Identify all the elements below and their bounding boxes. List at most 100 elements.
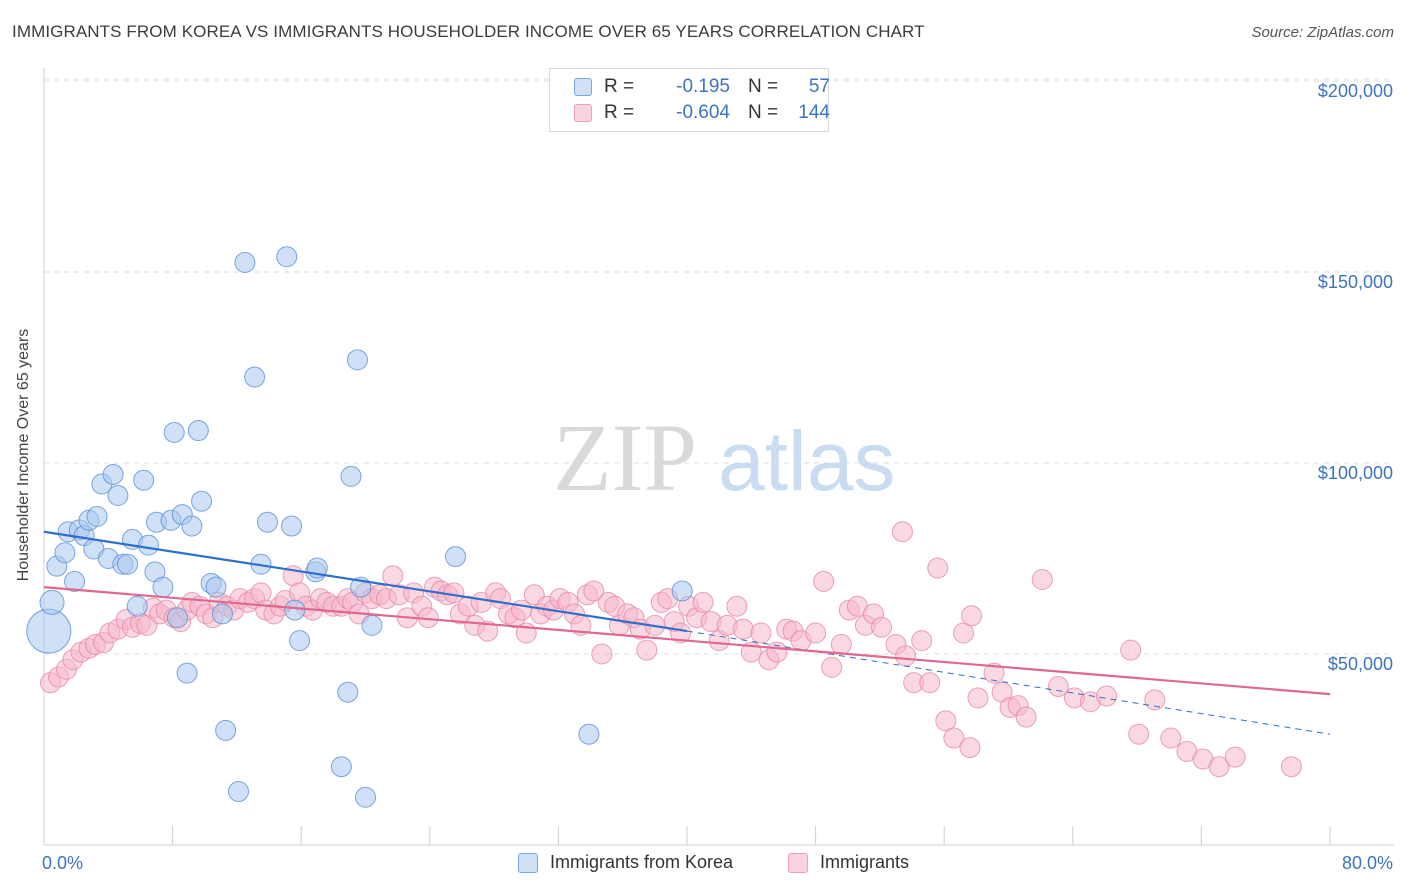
legend-row-korea: R = -0.195 N = 57 bbox=[574, 75, 830, 99]
korea-point bbox=[276, 246, 298, 268]
chart-title: IMMIGRANTS FROM KOREA VS IMMIGRANTS HOUS… bbox=[12, 22, 925, 41]
korea-point bbox=[284, 599, 306, 621]
immigrants-point bbox=[750, 622, 772, 644]
korea-point bbox=[126, 595, 148, 617]
legend-swatch-immigrants bbox=[788, 852, 808, 873]
legend-n-value: 144 bbox=[798, 102, 830, 123]
immigrants-point bbox=[1120, 639, 1142, 661]
immigrants-point bbox=[732, 618, 754, 640]
legend-n-label: N = bbox=[748, 102, 779, 123]
y-tick-label-1: $100,000 bbox=[1318, 463, 1393, 483]
immigrants-point bbox=[1224, 746, 1246, 768]
immigrants-point bbox=[1015, 706, 1037, 728]
legend-r-value: -0.604 bbox=[676, 102, 730, 123]
y-tick-label-3: $200,000 bbox=[1318, 81, 1393, 101]
y-tick-label-0: $50,000 bbox=[1328, 654, 1393, 674]
immigrants-point bbox=[1096, 685, 1118, 707]
correlation-legend: R = -0.195 N = 57 R = -0.604 N = 144 bbox=[549, 68, 830, 132]
immigrants-point bbox=[927, 557, 949, 579]
legend-item-immigrants: Immigrants bbox=[788, 852, 909, 873]
korea-point bbox=[289, 630, 311, 652]
y-tick-label-2: $150,000 bbox=[1318, 272, 1393, 292]
legend-swatch-korea bbox=[518, 852, 538, 873]
watermark-atlas: atlas bbox=[718, 414, 895, 508]
series-immigrants-from-korea bbox=[26, 246, 693, 808]
legend-label-immigrants: Immigrants bbox=[820, 852, 910, 872]
korea-point bbox=[578, 723, 600, 745]
korea-point bbox=[152, 576, 174, 598]
korea-point bbox=[181, 515, 203, 537]
legend-r-value: -0.195 bbox=[676, 76, 730, 97]
korea-point bbox=[86, 505, 108, 527]
korea-point bbox=[133, 469, 155, 491]
watermark: ZIP atlas bbox=[553, 404, 895, 511]
trend-lines bbox=[43, 530, 1331, 735]
immigrants-point bbox=[1208, 756, 1230, 778]
immigrants-point bbox=[961, 605, 983, 627]
korea-point bbox=[337, 681, 359, 703]
x-axis-max-label: 80.0% bbox=[1341, 853, 1393, 873]
legend-n-value: 57 bbox=[808, 76, 830, 97]
immigrants-point bbox=[1280, 756, 1302, 778]
axes bbox=[43, 68, 1394, 846]
immigrants-point bbox=[895, 645, 917, 667]
immigrants-point bbox=[821, 656, 843, 678]
immigrants-point bbox=[919, 672, 941, 694]
immigrants-point bbox=[1160, 727, 1182, 749]
immigrants-point bbox=[1128, 723, 1150, 745]
immigrants-point bbox=[983, 662, 1005, 684]
korea-point bbox=[166, 607, 188, 629]
immigrants-point bbox=[967, 687, 989, 709]
legend-row-immigrants: R = -0.604 N = 144 bbox=[574, 101, 830, 125]
immigrants-point bbox=[891, 521, 913, 543]
korea-point bbox=[102, 463, 124, 485]
series-legend: Immigrants from Korea Immigrants bbox=[0, 852, 1406, 878]
korea-point bbox=[244, 366, 266, 388]
trend-immigrants bbox=[43, 586, 1331, 696]
immigrants-point bbox=[692, 591, 714, 613]
korea-point bbox=[39, 589, 65, 615]
immigrants-point bbox=[726, 595, 748, 617]
immigrants-point bbox=[1144, 689, 1166, 711]
immigrants-point bbox=[382, 565, 404, 587]
legend-n-label: N = bbox=[748, 76, 779, 97]
korea-point bbox=[64, 570, 86, 592]
korea-point bbox=[211, 603, 233, 625]
immigrants-point bbox=[670, 622, 692, 644]
immigrants-point bbox=[911, 630, 933, 652]
korea-point bbox=[54, 542, 76, 564]
immigrants-point bbox=[636, 639, 658, 661]
immigrants-point bbox=[1031, 569, 1053, 591]
legend-item-korea: Immigrants from Korea bbox=[518, 852, 733, 873]
korea-point bbox=[176, 662, 198, 684]
korea-point bbox=[215, 719, 237, 741]
immigrants-point bbox=[805, 622, 827, 644]
legend-swatch-immigrants bbox=[574, 104, 592, 122]
korea-point bbox=[671, 580, 693, 602]
korea-point bbox=[361, 614, 383, 636]
immigrants-point bbox=[959, 737, 981, 759]
korea-point bbox=[107, 484, 129, 506]
immigrants-point bbox=[591, 643, 613, 665]
korea-point bbox=[281, 515, 303, 537]
immigrants-point bbox=[830, 633, 852, 655]
trend-korea-solid bbox=[43, 530, 688, 633]
legend-r-label: R = bbox=[604, 102, 635, 123]
korea-point bbox=[26, 608, 72, 654]
immigrants-point bbox=[871, 616, 893, 638]
immigrants-point bbox=[813, 570, 835, 592]
korea-point bbox=[330, 756, 352, 778]
gridlines bbox=[44, 78, 1394, 655]
korea-point bbox=[340, 465, 362, 487]
korea-point bbox=[445, 546, 467, 568]
legend-label-korea: Immigrants from Korea bbox=[550, 852, 734, 872]
korea-point bbox=[163, 421, 185, 443]
korea-point bbox=[137, 534, 159, 556]
y-tick-labels: $50,000 $100,000 $150,000 $200,000 bbox=[1318, 81, 1393, 674]
immigrants-point bbox=[952, 622, 974, 644]
korea-point bbox=[117, 553, 139, 575]
immigrants-point bbox=[943, 727, 965, 749]
legend-swatch-korea bbox=[574, 78, 592, 96]
x-axis-min-label: 0.0% bbox=[42, 853, 84, 873]
